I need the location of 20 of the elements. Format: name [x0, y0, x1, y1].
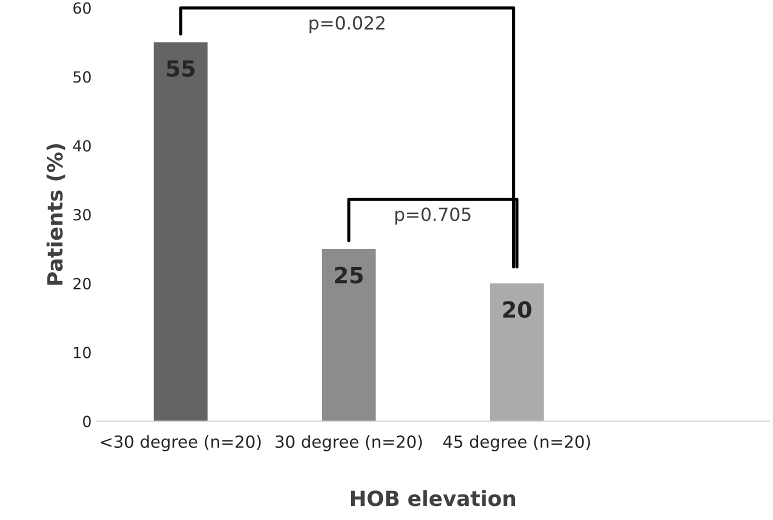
data-label: 25 [335, 266, 363, 284]
y-tick-label: 60 [73, 2, 91, 14]
x-axis-title: HOB elevation [351, 490, 516, 506]
annotation: p=0.022 [310, 16, 384, 34]
bar [154, 42, 208, 422]
y-tick-label: 10 [74, 346, 91, 358]
x-tick-label: <30 degree (n=20) [100, 435, 261, 452]
y-tick-label: 30 [73, 208, 91, 221]
y-tick-label: 0 [83, 416, 91, 428]
annotation: p=0.705 [395, 207, 470, 225]
y-tick-label: 40 [73, 140, 91, 152]
data-label: 55 [166, 60, 195, 77]
y-axis-title: Patients (%) [46, 144, 66, 285]
y-tick-label: 20 [73, 278, 91, 290]
bar [322, 248, 376, 422]
y-tick-label: 50 [74, 71, 91, 83]
data-label: 20 [503, 301, 532, 318]
x-tick-label: 45 degree (n=20) [443, 435, 590, 452]
x-tick-label: 30 degree (n=20) [276, 435, 422, 452]
bar [490, 283, 544, 422]
